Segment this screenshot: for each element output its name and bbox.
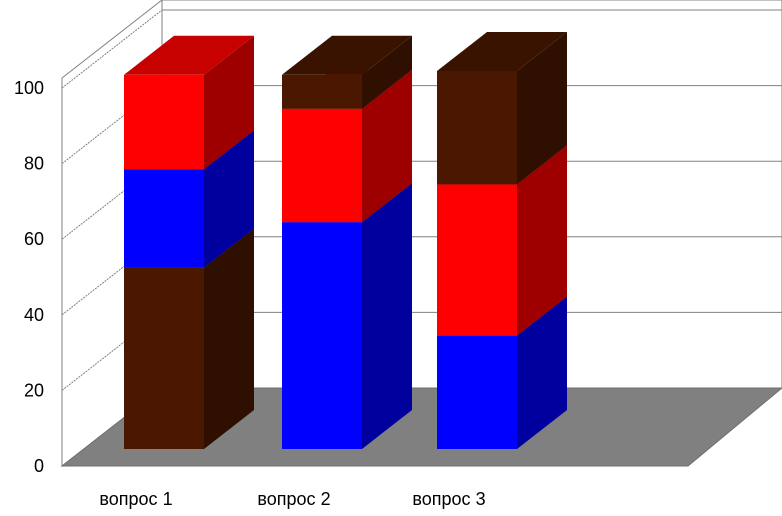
bar-segment-front: [282, 74, 362, 109]
x-tick-label: вопрос 1: [99, 489, 172, 509]
y-tick-label: 60: [24, 229, 44, 249]
x-tick-label: вопрос 3: [412, 489, 485, 509]
bar-segment-side: [517, 145, 567, 336]
bar-segment-front: [282, 108, 362, 223]
bar-segment-top: [124, 35, 254, 75]
bar-segment: [437, 32, 567, 185]
bar-segment-side: [204, 130, 254, 268]
gridline-side: [61, 9, 163, 89]
bar-segment-side: [517, 32, 567, 185]
bar-segment-side: [204, 228, 254, 449]
y-tick-label: 0: [34, 456, 44, 476]
bar-segment-front: [282, 222, 362, 449]
bar-segment-side: [204, 35, 254, 170]
y-tick-label: 100: [14, 78, 44, 98]
bar-segment-front: [124, 267, 204, 449]
bar-segment: [282, 35, 412, 109]
bar-segment: [282, 183, 412, 449]
bar-segment-top: [437, 32, 567, 71]
bar-segment-front: [437, 184, 517, 336]
bar-segment-side: [362, 35, 412, 109]
y-axis-ticks: 0 20 40 60 80 100: [14, 78, 44, 476]
bar-segment-front: [124, 169, 204, 268]
y-tick-label: 40: [24, 305, 44, 325]
bars: [124, 32, 567, 449]
bar-segment: [124, 35, 254, 170]
bar-segment-front: [437, 71, 517, 185]
y-tick-label: 20: [24, 380, 44, 400]
bar-segment-top: [282, 35, 412, 75]
y-tick-label: 80: [24, 154, 44, 174]
x-axis-ticks: вопрос 1 вопрос 2 вопрос 3: [99, 489, 485, 509]
bar-segment-side: [362, 183, 412, 449]
bar-segment-front: [124, 74, 204, 170]
x-tick-label: вопрос 2: [257, 489, 330, 509]
bar-segment-front: [437, 335, 517, 449]
bar-segment-side: [362, 69, 412, 223]
bar-segment-side: [517, 296, 567, 449]
